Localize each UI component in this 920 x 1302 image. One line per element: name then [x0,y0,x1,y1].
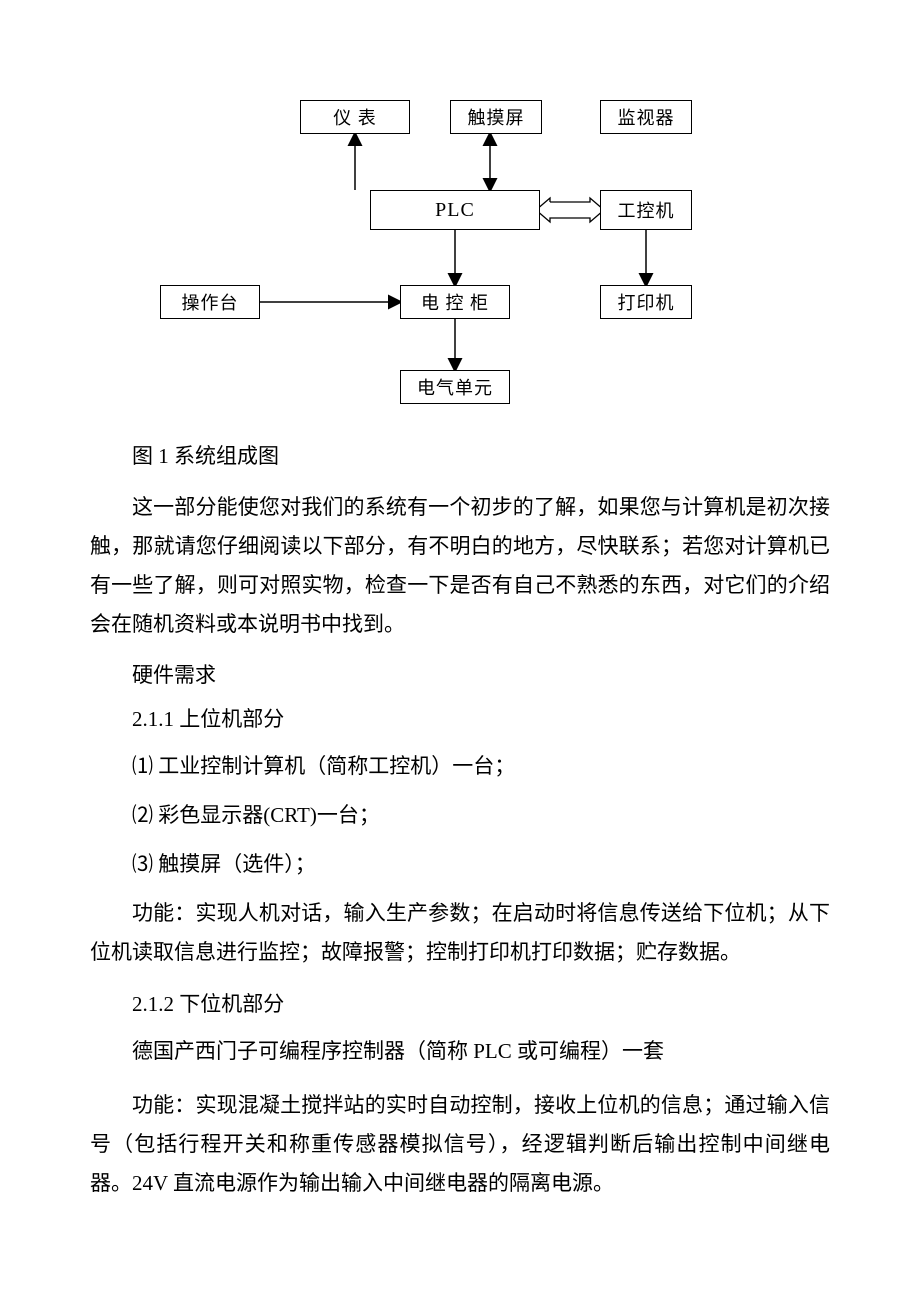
figure-caption: 图 1 系统组成图 [90,440,830,470]
item-1: ⑴ 工业控制计算机（简称工控机）一台； [90,747,830,786]
node-ipc: 工控机 [600,190,692,230]
system-diagram: 仪 表 触摸屏 监视器 PLC 工控机 操作台 电 控 柜 打印机 电气单元 [160,90,760,410]
func-212-paragraph: 功能：实现混凝土搅拌站的实时自动控制，接收上位机的信息；通过输入信号（包括行程开… [90,1086,830,1203]
heading-2-1-2: 2.1.2 下位机部分 [90,988,830,1018]
node-monitor: 监视器 [600,100,692,134]
heading-hardware: 硬件需求 [90,659,830,689]
item-2: ⑵ 彩色显示器(CRT)一台； [90,796,830,835]
func-211-paragraph: 功能：实现人机对话，输入生产参数；在启动时将信息传送给下位机；从下位机读取信息进… [90,894,830,972]
node-electrical-unit: 电气单元 [400,370,510,404]
diagram-connectors [160,90,760,410]
node-plc: PLC [370,190,540,230]
node-printer: 打印机 [600,285,692,319]
node-touchscreen: 触摸屏 [450,100,542,134]
node-console: 操作台 [160,285,260,319]
node-instrument: 仪 表 [300,100,410,134]
node-cabinet: 电 控 柜 [400,285,510,319]
item-3: ⑶ 触摸屏（选件）； [90,845,830,884]
page: 仪 表 触摸屏 监视器 PLC 工控机 操作台 电 控 柜 打印机 电气单元 图… [0,0,920,1279]
intro-paragraph: 这一部分能使您对我们的系统有一个初步的了解，如果您与计算机是初次接触，那就请您仔… [90,488,830,643]
desc-212-paragraph: 德国产西门子可编程序控制器（简称 PLC 或可编程）一套 [90,1032,830,1071]
heading-2-1-1: 2.1.1 上位机部分 [90,703,830,733]
